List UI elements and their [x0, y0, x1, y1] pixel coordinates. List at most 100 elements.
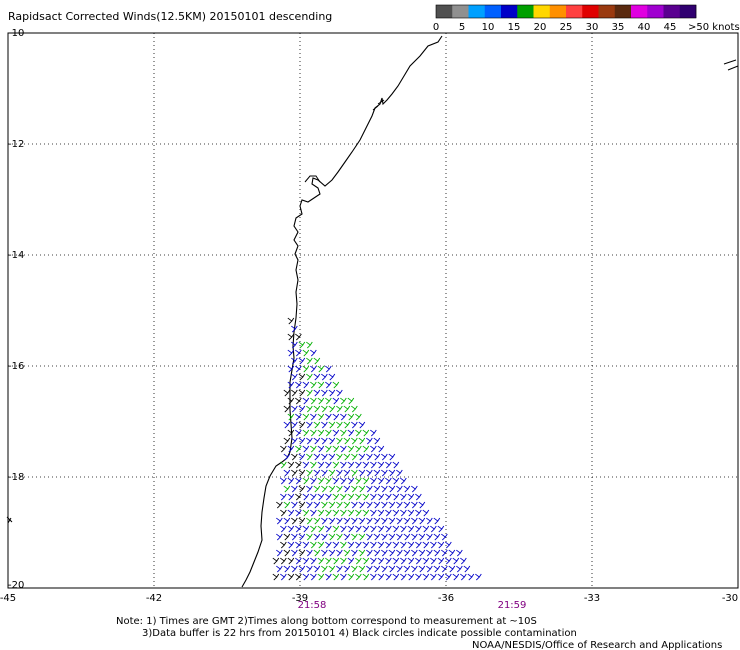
- wind-barb: [332, 573, 340, 581]
- wind-barb: [283, 549, 291, 557]
- wind-barb: [291, 437, 298, 445]
- wind-barb: [325, 381, 332, 389]
- colorbar-swatch: [484, 5, 502, 18]
- wind-barb: [400, 477, 407, 485]
- wind-barb: [433, 549, 441, 557]
- wind-barb: [467, 573, 475, 581]
- wind-barb: [295, 493, 302, 501]
- wind-barb: [328, 405, 336, 413]
- colorbar-label: 0: [433, 22, 439, 33]
- wind-barb: [310, 557, 317, 565]
- wind-barb: [332, 445, 340, 453]
- lon-label-45: -45: [0, 593, 16, 604]
- wind-barb: [347, 573, 355, 581]
- wind-barb: [422, 509, 430, 517]
- wind-barb: [358, 469, 366, 477]
- wind-barb: [291, 405, 298, 413]
- colorbar-swatch: [614, 5, 632, 18]
- wind-barb: [355, 525, 362, 533]
- wind-barb: [287, 573, 295, 581]
- wind-barb: [407, 493, 415, 501]
- wind-barb: [328, 469, 336, 477]
- wind-barb: [407, 541, 415, 549]
- colorbar-label: 25: [560, 22, 573, 33]
- wind-barb: [287, 493, 295, 501]
- lat-label-12: -12: [8, 139, 24, 150]
- wind-barb: [403, 517, 411, 525]
- wind-barb: [392, 557, 400, 565]
- wind-barb: [306, 565, 313, 573]
- wind-barb: [306, 421, 313, 429]
- wind-barb: [351, 501, 358, 509]
- wind-barb: [396, 517, 403, 525]
- wind-barb: [347, 461, 355, 469]
- wind-barb: [340, 429, 347, 437]
- wind-barb: [280, 541, 287, 549]
- wind-barb: [411, 549, 418, 557]
- wind-barb: [340, 445, 347, 453]
- wind-barb: [283, 453, 291, 461]
- wind-barb: [280, 525, 287, 533]
- wind-barb: [321, 389, 328, 397]
- wind-barb: [370, 493, 377, 501]
- wind-barb: [385, 541, 392, 549]
- wind-barb: [291, 533, 298, 541]
- wind-barb: [430, 525, 437, 533]
- wind-barb: [392, 525, 400, 533]
- wind-barb: [370, 573, 377, 581]
- wind-barb: [355, 509, 362, 517]
- wind-barb: [306, 549, 313, 557]
- wind-barb: [336, 565, 343, 573]
- wind-barb: [280, 573, 287, 581]
- wind-barb: [475, 573, 482, 581]
- wind-barb: [377, 525, 385, 533]
- wind-barb: [351, 469, 358, 477]
- wind-barb: [295, 525, 302, 533]
- wind-barb: [291, 325, 298, 333]
- wind-barb: [463, 565, 471, 573]
- wind-barb: [325, 461, 332, 469]
- wind-barb: [306, 405, 313, 413]
- lat-label-14: -14: [8, 250, 24, 261]
- wind-barb: [403, 549, 411, 557]
- wind-barb: [306, 501, 313, 509]
- wind-barb: [291, 373, 298, 381]
- wind-barb: [321, 453, 328, 461]
- wind-barb: [445, 541, 452, 549]
- wind-barb: [276, 565, 283, 573]
- wind-barb: [325, 477, 332, 485]
- wind-barb: [377, 461, 385, 469]
- wind-barb: [298, 357, 306, 365]
- wind-barb: [306, 437, 313, 445]
- wind-barb: [370, 557, 377, 565]
- wind-barb: [291, 453, 298, 461]
- wind-barb: [370, 509, 377, 517]
- wind-barb: [280, 477, 287, 485]
- wind-barb: [340, 525, 347, 533]
- wind-barb: [355, 429, 362, 437]
- colorbar-border: [435, 4, 697, 19]
- wind-barb: [332, 557, 340, 565]
- wind-barb: [325, 429, 332, 437]
- wind-barb: [276, 549, 283, 557]
- wind-barb: [373, 437, 381, 445]
- wind-barb: [321, 437, 328, 445]
- wind-barb: [340, 541, 347, 549]
- wind-barb: [343, 469, 351, 477]
- wind-barb: [343, 405, 351, 413]
- wind-barb: [422, 557, 430, 565]
- wind-barb: [310, 461, 317, 469]
- wind-barb: [272, 557, 280, 565]
- wind-barb: [287, 333, 295, 341]
- wind-barb: [418, 565, 426, 573]
- wind-barb: [355, 413, 362, 421]
- wind-barb: [313, 373, 321, 381]
- colorbar-label: 40: [638, 22, 651, 33]
- wind-barb: [381, 517, 388, 525]
- wind-barb: [377, 557, 385, 565]
- wind-barb: [295, 445, 302, 453]
- wind-barb: [441, 533, 448, 541]
- wind-barb: [295, 477, 302, 485]
- wind-barb: [411, 501, 418, 509]
- wind-barb: [388, 501, 396, 509]
